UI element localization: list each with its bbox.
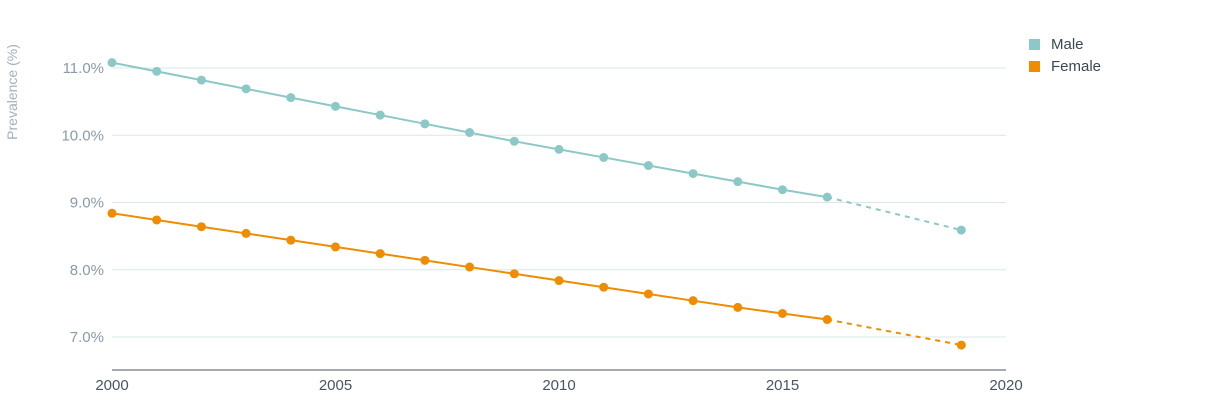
data-point-male [331,101,340,111]
series-female [107,208,966,350]
data-point-female [688,296,698,306]
legend: Male Female [1029,33,1101,77]
data-point-female [733,302,743,312]
data-point-male [107,58,117,68]
series-male [107,58,966,235]
data-point-male [643,161,653,171]
x-tick-label: 2015 [766,377,799,394]
data-point-female [286,235,296,245]
projected-point-female [956,340,966,350]
legend-item-male[interactable]: Male [1029,33,1101,55]
data-point-male [465,128,475,138]
data-point-male [688,169,698,179]
y-tick-label: 10.0% [61,127,104,144]
projected-point-male [956,225,966,235]
data-point-female [599,282,609,292]
data-point-male [822,192,832,202]
gridlines [112,67,1006,338]
y-tick-label: 7.0% [70,329,104,346]
y-tick-label: 11.0% [63,60,104,77]
data-point-female [822,315,832,325]
data-point-female [554,276,564,286]
data-point-male [554,144,564,154]
data-point-male [420,119,430,129]
legend-swatch-female [1029,60,1040,72]
x-tick-label: 2000 [95,377,128,394]
legend-swatch-male [1029,38,1040,50]
data-point-female [241,228,251,238]
data-point-female [465,262,475,272]
data-point-female [107,208,117,218]
data-point-female [778,308,787,318]
x-tick-label: 2020 [989,377,1022,394]
legend-label-male: Male [1051,35,1084,53]
data-point-female [331,242,340,252]
data-point-female [196,222,206,232]
data-point-female [509,269,519,279]
data-point-female [152,215,162,225]
projection-line-male [826,196,962,232]
x-tick-label: 2005 [319,377,352,394]
legend-item-female[interactable]: Female [1029,55,1101,77]
y-axis-title: Prevalence (%) [4,44,20,140]
y-tick-label: 8.0% [70,262,104,279]
data-point-female [643,289,653,299]
data-point-male [286,93,296,103]
data-point-male [778,185,787,195]
x-axis-tick-labels: 2000 2005 2010 2015 2020 [95,377,1022,394]
x-tick-label: 2010 [542,377,575,394]
projection-line-female [827,318,962,347]
data-point-female [375,249,385,259]
series-group [107,58,966,350]
data-point-male [733,177,743,187]
y-axis-tick-labels: 7.0% 8.0% 9.0% 10.0% 11.0% [61,60,104,346]
data-point-male [152,66,162,76]
data-point-male [509,136,519,146]
data-point-male [241,84,251,94]
y-tick-label: 9.0% [70,195,104,212]
data-point-male [375,110,385,120]
data-point-female [420,255,430,265]
legend-label-female: Female [1051,57,1102,75]
data-point-male [599,152,609,162]
data-point-male [196,75,206,85]
